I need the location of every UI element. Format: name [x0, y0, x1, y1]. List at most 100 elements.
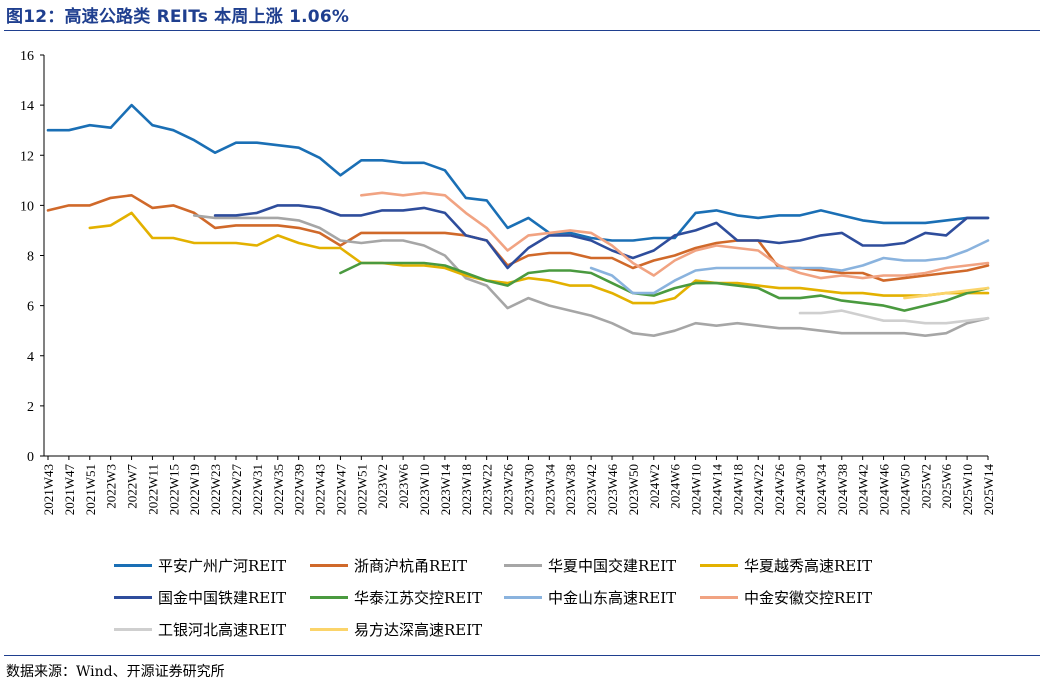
x-tick-label: 2022W51 — [354, 464, 369, 515]
x-tick-label: 2024W10 — [689, 464, 704, 515]
x-tick-label: 2022W35 — [271, 464, 286, 515]
x-tick-label: 2023W46 — [605, 464, 620, 516]
x-tick-label: 2022W7 — [125, 464, 140, 509]
x-tick-label: 2025W14 — [981, 464, 996, 516]
x-tick-label: 2024W42 — [856, 464, 871, 515]
x-tick-label: 2024W30 — [793, 464, 808, 515]
series-line-2 — [46, 194, 990, 282]
line-chart: 0 2 4 6 8 10 12 14 16 2021W43 2021W47 2021W51 2022W3… — [20, 49, 996, 516]
x-tick-label: 2023W6 — [396, 464, 411, 509]
x-tick-label: 2022W43 — [313, 464, 328, 515]
legend-swatch — [310, 595, 348, 599]
x-tick-label: 2024W26 — [772, 464, 787, 516]
y-tick-label: 14 — [20, 99, 34, 114]
legend-label: 浙商沪杭甬REIT — [354, 556, 468, 575]
y-tick-label: 6 — [27, 300, 34, 315]
series-line-1 — [46, 103, 990, 242]
legend-label: 华夏中国交建REIT — [548, 556, 677, 575]
source-rule — [4, 655, 1040, 656]
x-tick-label: 2022W15 — [166, 464, 181, 515]
x-tick-label: 2023W26 — [501, 464, 516, 516]
x-tick-label: 2024W18 — [730, 464, 745, 515]
series-line-5 — [213, 204, 990, 270]
legend-swatch — [700, 563, 738, 567]
series-line-8 — [360, 191, 990, 280]
x-tick-label: 2022W27 — [229, 464, 244, 516]
x-tick-label: 2023W22 — [480, 464, 495, 515]
x-tick-label: 2022W19 — [187, 464, 202, 515]
legend-item: 中金安徽交控REIT — [700, 586, 872, 608]
x-tick-label: 2024W46 — [877, 464, 892, 516]
x-tick-label: 2024W2 — [647, 464, 662, 509]
legend-swatch — [114, 627, 152, 631]
y-tick-label: 2 — [27, 400, 34, 415]
x-tick-label: 2023W10 — [417, 464, 432, 515]
legend-item: 浙商沪杭甬REIT — [310, 554, 467, 576]
x-tick-label: 2023W18 — [459, 464, 474, 515]
y-tick-label: 0 — [27, 450, 34, 465]
x-tick-label: 2023W14 — [438, 464, 453, 516]
x-tick-label: 2021W51 — [83, 464, 98, 515]
x-tick-label: 2021W47 — [62, 464, 77, 516]
y-tick-label: 16 — [20, 49, 34, 64]
legend-label: 国金中国铁建REIT — [158, 588, 287, 607]
title-rule — [4, 30, 1040, 31]
legend-label: 华泰江苏交控REIT — [354, 588, 483, 607]
x-tick-label: 2022W23 — [208, 464, 223, 515]
legend-label: 中金安徽交控REIT — [744, 588, 873, 607]
series-line-9 — [798, 309, 990, 325]
series-line-3 — [192, 214, 990, 337]
y-tick-label: 10 — [20, 199, 34, 214]
x-tick-label: 2022W39 — [292, 464, 307, 515]
x-tick-label: 2022W47 — [333, 464, 348, 516]
x-tick-label: 2025W2 — [918, 464, 933, 509]
x-tick-label: 2024W14 — [709, 464, 724, 516]
legend-label: 中金山东高速REIT — [548, 588, 677, 607]
figure-title: 图12：高速公路类 REITs 本周上涨 1.06% — [6, 7, 350, 27]
x-tick-label: 2023W30 — [521, 464, 536, 515]
x-tick-label: 2025W6 — [939, 464, 954, 509]
legend-swatch — [504, 595, 542, 599]
legend-swatch — [504, 563, 542, 567]
x-tick-label: 2023W2 — [375, 464, 390, 509]
legend-swatch — [114, 595, 152, 599]
x-tick-label: 2023W34 — [542, 464, 557, 516]
x-tick-label: 2024W6 — [668, 464, 683, 509]
x-tick-label: 2021W43 — [41, 464, 56, 515]
legend-item: 华泰江苏交控REIT — [310, 586, 482, 608]
x-tick-label: 2023W38 — [563, 464, 578, 515]
y-tick-label: 4 — [27, 350, 34, 365]
legend-swatch — [114, 563, 152, 567]
series-line-4 — [88, 211, 990, 305]
legend-label: 平安广州广河REIT — [158, 556, 287, 575]
legend-swatch — [310, 563, 348, 567]
legend-item: 华夏越秀高速REIT — [700, 554, 872, 576]
y-tick-label: 8 — [27, 250, 34, 265]
legend-item: 中金山东高速REIT — [504, 586, 676, 608]
x-tick-label: 2025W10 — [960, 464, 975, 515]
legend-label: 易方达深高速REIT — [354, 620, 483, 639]
legend-item: 平安广州广河REIT — [114, 554, 286, 576]
y-tick-label: 12 — [20, 149, 34, 164]
legend-item: 易方达深高速REIT — [310, 618, 482, 640]
x-tick-label: 2023W42 — [584, 464, 599, 515]
legend-swatch — [310, 627, 348, 631]
x-tick-label: 2023W50 — [626, 464, 641, 515]
x-tick-label: 2022W31 — [250, 464, 265, 515]
x-tick-label: 2024W50 — [897, 464, 912, 515]
legend-item: 国金中国铁建REIT — [114, 586, 286, 608]
series-line-6 — [339, 261, 990, 312]
series-line-7 — [589, 239, 990, 295]
x-tick-label: 2022W11 — [145, 464, 160, 515]
x-tick-label: 2024W38 — [835, 464, 850, 515]
x-tick-label: 2024W22 — [751, 464, 766, 515]
series-line-10 — [903, 286, 990, 300]
legend-item: 工银河北高速REIT — [114, 618, 286, 640]
legend-label: 工银河北高速REIT — [158, 620, 287, 639]
source-note: 数据来源：Wind、开源证券研究所 — [6, 664, 225, 680]
legend-label: 华夏越秀高速REIT — [744, 556, 873, 575]
legend-item: 华夏中国交建REIT — [504, 554, 676, 576]
x-tick-label: 2022W3 — [104, 464, 119, 509]
x-tick-label: 2024W34 — [814, 464, 829, 516]
legend-swatch — [700, 595, 738, 599]
